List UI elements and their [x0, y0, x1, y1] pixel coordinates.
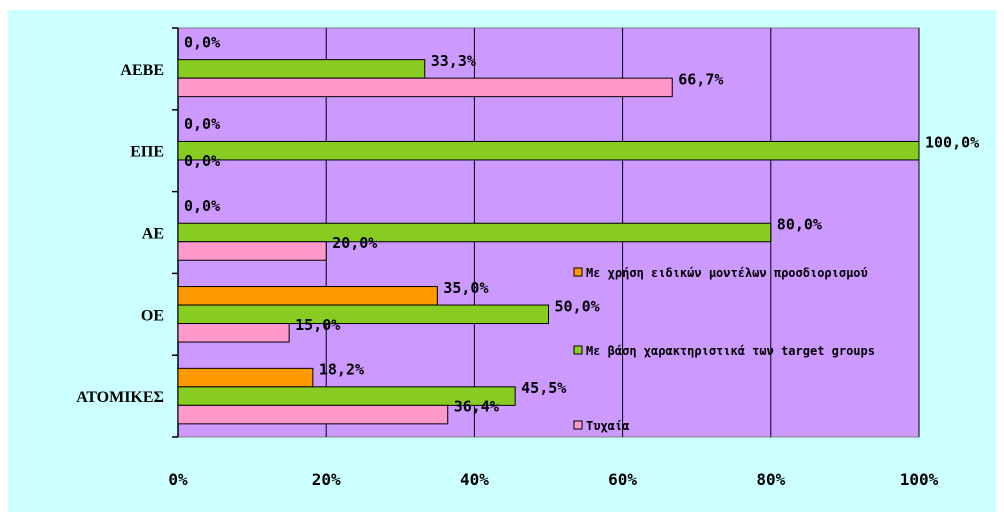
bar[interactable] [177, 323, 290, 343]
x-tick-label: 0% [168, 470, 188, 489]
bar[interactable] [177, 222, 772, 243]
data-label: 18,2% [319, 361, 364, 379]
bar[interactable] [177, 367, 314, 388]
x-tick-label: 60% [608, 470, 637, 489]
data-label: 0,0% [184, 197, 220, 215]
bar[interactable] [177, 140, 920, 161]
legend-swatch [573, 345, 583, 355]
data-label: 80,0% [777, 216, 822, 234]
bar[interactable] [177, 59, 426, 79]
data-label: 66,7% [678, 70, 723, 88]
bar[interactable] [177, 286, 438, 306]
data-label: 35,0% [443, 279, 488, 297]
data-label: 20,0% [332, 234, 377, 252]
data-label: 100,0% [925, 134, 979, 152]
bar[interactable] [177, 304, 549, 325]
category-label: ΟΕ [141, 307, 164, 324]
category-label: ΕΠΕ [130, 144, 164, 161]
data-label: 15,0% [295, 316, 340, 334]
data-label: 45,5% [521, 379, 566, 397]
x-tick-label: 40% [460, 470, 489, 489]
data-label: 33,3% [431, 52, 476, 70]
x-tick-label: 80% [756, 470, 785, 489]
data-label: 0,0% [184, 152, 220, 170]
x-tick-label: 20% [312, 470, 341, 489]
data-label: 0,0% [184, 115, 220, 133]
legend-label: Με χρήση ειδικών μοντέλων προσδιορισμού [586, 266, 868, 280]
legend-swatch [573, 420, 583, 430]
data-label: 50,0% [555, 297, 600, 315]
x-tick-label: 100% [900, 470, 939, 489]
legend-label: Τυχαία [586, 419, 629, 433]
category-label: ΑΤΟΜΙΚΕΣ [76, 389, 164, 406]
bar[interactable] [177, 241, 327, 261]
legend-swatch [573, 267, 583, 277]
category-label: ΑΕ [142, 226, 164, 243]
bar[interactable] [177, 77, 673, 98]
legend-label: Με βάση χαρακτηριστικά των target groups [586, 344, 875, 358]
category-label: ΑΕΒΕ [120, 62, 164, 79]
data-label: 36,4% [454, 398, 499, 416]
bar[interactable] [177, 404, 449, 425]
data-label: 0,0% [184, 33, 220, 51]
